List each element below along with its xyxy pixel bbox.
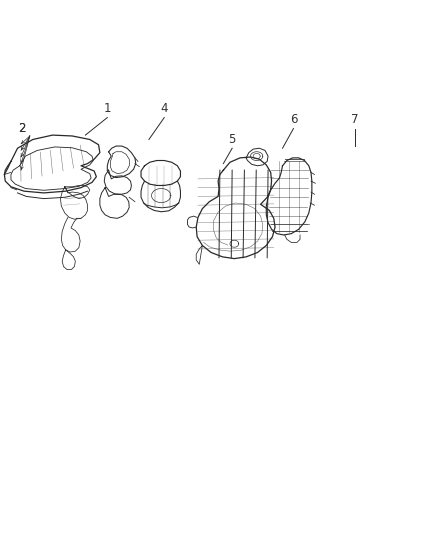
Text: 4: 4 — [160, 102, 168, 115]
Text: 2: 2 — [18, 122, 26, 135]
Text: 7: 7 — [351, 114, 359, 126]
Text: 6: 6 — [290, 114, 297, 126]
Text: 1: 1 — [103, 102, 111, 115]
Text: 2: 2 — [18, 122, 26, 135]
Text: 5: 5 — [229, 133, 236, 146]
